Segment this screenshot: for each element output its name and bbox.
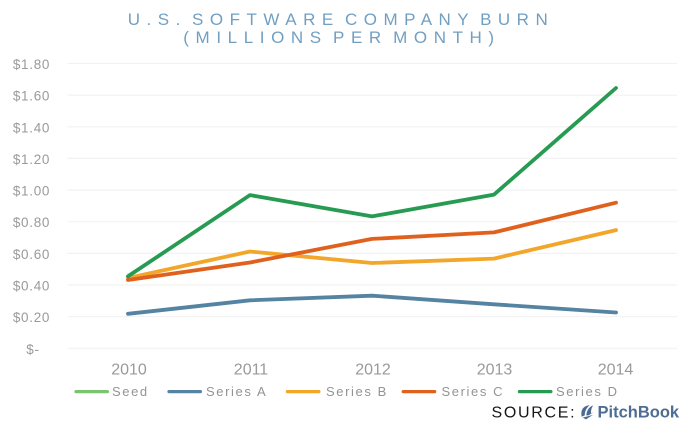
svg-text:Series A: Series A (206, 384, 267, 399)
svg-text:2011: 2011 (234, 362, 269, 379)
svg-text:$1.20: $1.20 (13, 152, 50, 167)
svg-text:$0.20: $0.20 (13, 310, 50, 325)
svg-text:Series C: Series C (442, 384, 505, 399)
svg-text:2014: 2014 (598, 362, 634, 379)
svg-text:$1.00: $1.00 (13, 184, 50, 199)
svg-text:PitchBook: PitchBook (598, 404, 680, 422)
svg-text:$0.40: $0.40 (13, 279, 50, 294)
svg-text:2013: 2013 (477, 362, 513, 379)
svg-text:$1.80: $1.80 (13, 57, 50, 72)
svg-text:SOURCE:: SOURCE: (492, 405, 577, 422)
svg-text:$1.60: $1.60 (13, 89, 50, 104)
svg-text:$-: $- (26, 342, 39, 357)
svg-text:Series B: Series B (326, 384, 388, 399)
svg-text:(MILLIONS PER MONTH): (MILLIONS PER MONTH) (183, 28, 500, 47)
svg-text:$0.60: $0.60 (13, 247, 50, 262)
svg-text:Seed: Seed (112, 384, 149, 399)
svg-text:Series D: Series D (556, 384, 619, 399)
svg-text:$0.80: $0.80 (13, 215, 50, 230)
svg-text:2010: 2010 (111, 362, 147, 379)
svg-text:U.S. SOFTWARE COMPANY BURN: U.S. SOFTWARE COMPANY BURN (128, 10, 555, 29)
svg-text:$1.40: $1.40 (13, 120, 50, 135)
svg-text:2012: 2012 (355, 362, 391, 379)
